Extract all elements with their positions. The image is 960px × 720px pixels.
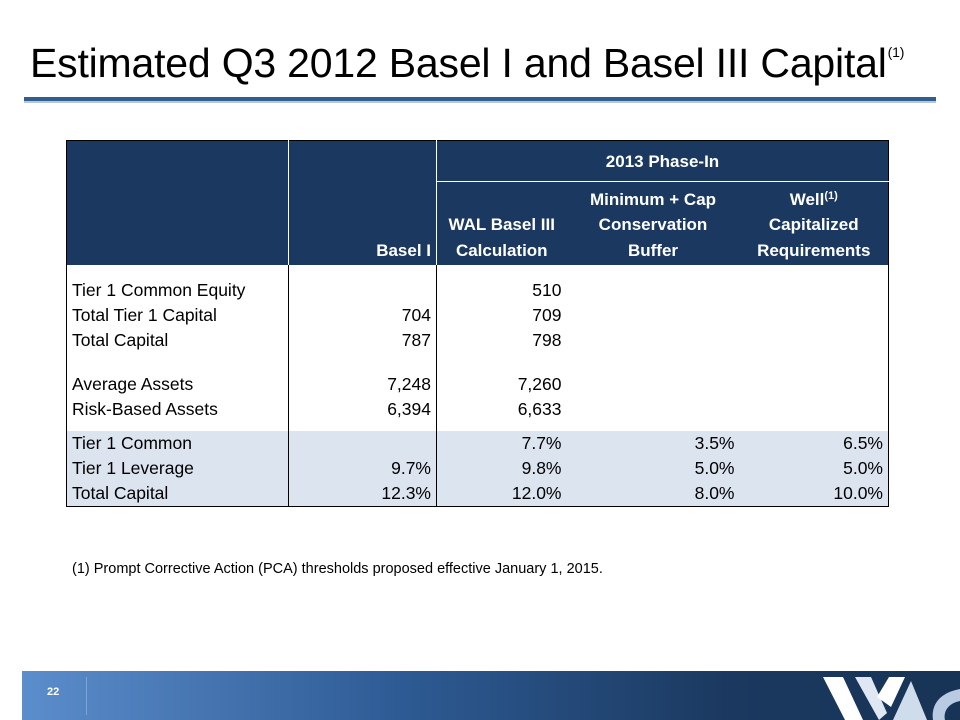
- cell-minimum: [567, 397, 740, 422]
- cell-well: 6.5%: [739, 431, 889, 456]
- footer-divider: [86, 677, 87, 715]
- table-row: Total Tier 1 Capital 704 709: [66, 303, 889, 328]
- cell-basel1: 9.7%: [288, 456, 437, 481]
- cell-minimum: 8.0%: [566, 481, 740, 507]
- cell-minimum: 3.5%: [566, 431, 740, 456]
- table-row: Tier 1 Common 7.7% 3.5% 6.5%: [66, 431, 889, 456]
- table-header-row-phase: Basel I 2013 Phase-In: [66, 140, 889, 265]
- cell-well: 5.0%: [739, 456, 889, 481]
- cell-wal: 6,633: [517, 399, 562, 419]
- title-divider: [24, 97, 936, 101]
- table-row: Total Capital 12.3% 12.0% 8.0% 10.0%: [66, 481, 889, 507]
- header-basel1-text: Basel I: [376, 241, 431, 260]
- cell-wal: 9.8%: [436, 456, 567, 481]
- cell-minimum: [567, 303, 740, 328]
- page-title-text: Estimated Q3 2012 Basel I and Basel III …: [30, 40, 887, 86]
- cell-well: 10.0%: [739, 481, 889, 507]
- cell-wal: 709: [532, 305, 562, 325]
- cell-basel1: [288, 278, 437, 303]
- table-row: Tier 1 Common Equity 510: [66, 278, 889, 303]
- spacer-row: [66, 265, 889, 278]
- row-label: Total Tier 1 Capital: [66, 303, 289, 328]
- title-divider-shadow: [24, 101, 936, 103]
- cell-wal: 7,260: [517, 374, 562, 394]
- cell-basel1: 7,248: [288, 372, 437, 397]
- table-row: Total Capital 787 798: [66, 328, 889, 353]
- header-well-capitalized: Well(1) Capitalized Requirements: [740, 182, 889, 266]
- header-wal-line2: Calculation: [455, 240, 548, 260]
- cell-minimum: [567, 278, 740, 303]
- header-phase-in: 2013 Phase-In: [436, 140, 889, 182]
- cell-basel1: 704: [288, 303, 437, 328]
- row-label: Tier 1 Leverage: [66, 456, 289, 481]
- header-basel1: Basel I: [288, 140, 437, 265]
- header-label-cell: [66, 140, 289, 265]
- table-row: Risk-Based Assets 6,394 6,633: [66, 397, 889, 422]
- cell-wal: 7.7%: [436, 431, 567, 456]
- header-well-line2: Capitalized: [768, 215, 859, 234]
- cell-basel1: [288, 431, 437, 456]
- cell-wal: 798: [532, 330, 562, 350]
- spacer-row: [66, 353, 889, 372]
- cell-well: [740, 328, 889, 353]
- footer-bar: [22, 671, 960, 720]
- header-min-line3: Buffer: [627, 240, 679, 260]
- cell-wal: 12.0%: [436, 481, 567, 507]
- cell-well: [740, 303, 889, 328]
- header-well-line1: Well: [789, 189, 825, 209]
- cell-basel1: 6,394: [288, 397, 437, 422]
- row-label: Average Assets: [66, 372, 289, 397]
- cell-minimum: [567, 372, 740, 397]
- row-label: Tier 1 Common: [66, 431, 289, 456]
- wa-logo-icon: [815, 671, 960, 720]
- header-well-footnote-marker: (1): [824, 189, 838, 202]
- header-min-line2: Conservation: [598, 215, 708, 234]
- cell-basel1: 787: [288, 328, 437, 353]
- cell-minimum: [567, 328, 740, 353]
- cell-wal: 510: [532, 280, 562, 300]
- header-well-line3: Requirements: [757, 240, 871, 260]
- cell-basel1: 12.3%: [288, 481, 437, 507]
- page-number: 22: [47, 686, 60, 698]
- cell-well: [740, 278, 889, 303]
- page-title: Estimated Q3 2012 Basel I and Basel III …: [30, 40, 904, 87]
- cell-well: [740, 372, 889, 397]
- cell-minimum: 5.0%: [566, 456, 740, 481]
- header-wal-line1: WAL Basel III: [448, 215, 555, 234]
- row-label: Total Capital: [66, 481, 289, 507]
- footnote: (1) Prompt Corrective Action (PCA) thres…: [72, 561, 603, 577]
- table-row: Tier 1 Leverage 9.7% 9.8% 5.0% 5.0%: [66, 456, 889, 481]
- header-minimum-buffer: Minimum + Cap Conservation Buffer: [567, 182, 740, 266]
- capital-table: Basel I 2013 Phase-In WAL Basel III Calcu…: [66, 140, 889, 507]
- spacer-row: [66, 422, 889, 431]
- header-wal-basel3: WAL Basel III Calculation: [437, 182, 567, 266]
- title-footnote-marker: (1): [887, 44, 905, 60]
- row-label: Total Capital: [66, 328, 289, 353]
- cell-well: [740, 397, 889, 422]
- row-label: Tier 1 Common Equity: [66, 278, 289, 303]
- header-min-line1: Minimum + Cap: [589, 189, 717, 209]
- row-label: Risk-Based Assets: [66, 397, 289, 422]
- table-row: Average Assets 7,248 7,260: [66, 372, 889, 397]
